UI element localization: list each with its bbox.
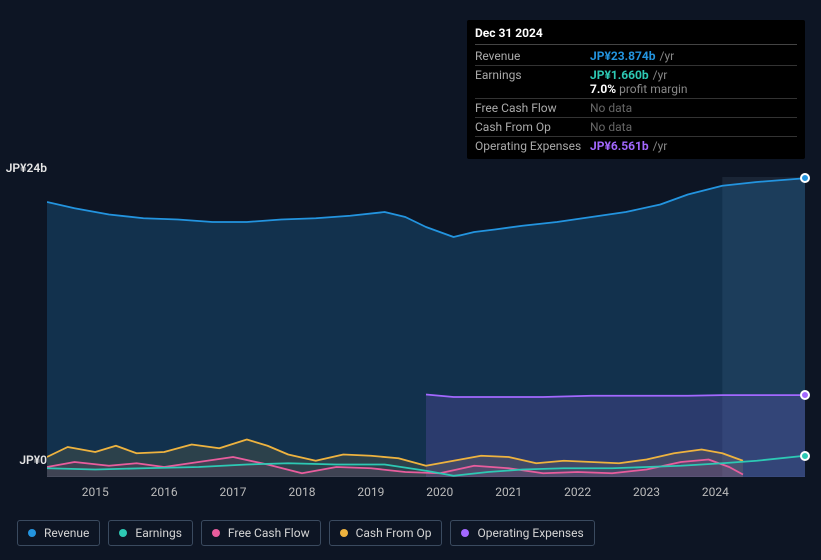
tooltip-value-suffix: /yr <box>660 49 675 63</box>
tooltip-sub-text: profit margin <box>619 82 687 96</box>
tooltip-row: Free Cash FlowNo data <box>475 99 797 118</box>
series-end-marker-opex <box>800 390 810 400</box>
legend-item-label: Revenue <box>44 526 89 540</box>
tooltip-row: RevenueJP¥23.874b/yr <box>475 47 797 66</box>
legend-item-label: Operating Expenses <box>477 526 583 540</box>
tooltip-value-suffix: /yr <box>653 68 668 82</box>
legend-dot-icon <box>340 529 348 537</box>
tooltip-value-suffix: /yr <box>653 139 668 153</box>
chart-legend: Revenue Earnings Free Cash Flow Cash From O… <box>17 520 595 546</box>
financial-chart[interactable]: JP¥24b JP¥0 2015201620172018201920202021… <box>17 155 807 515</box>
tooltip-date: Dec 31 2024 <box>475 26 797 45</box>
tooltip-row: EarningsJP¥1.660b/yr7.0% profit margin <box>475 66 797 99</box>
legend-dot-icon <box>119 529 127 537</box>
tooltip-row-label: Cash From Op <box>475 120 590 134</box>
legend-dot-icon <box>212 529 220 537</box>
legend-item-cash_from_op[interactable]: Cash From Op <box>329 520 443 546</box>
legend-dot-icon <box>461 529 469 537</box>
x-axis-tick-label: 2018 <box>288 485 315 499</box>
tooltip-row-value: JP¥23.874b/yr <box>590 49 674 63</box>
tooltip-row: Operating ExpensesJP¥6.561b/yr <box>475 137 797 155</box>
x-axis-tick-label: 2021 <box>495 485 522 499</box>
legend-item-opex[interactable]: Operating Expenses <box>450 520 594 546</box>
tooltip-row: Cash From OpNo data <box>475 118 797 137</box>
tooltip-value-number: JP¥6.561b <box>590 139 649 153</box>
tooltip-sub-row: 7.0% profit margin <box>590 82 687 96</box>
tooltip-sub-percent: 7.0% <box>590 82 619 96</box>
legend-item-earnings[interactable]: Earnings <box>108 520 193 546</box>
legend-item-label: Free Cash Flow <box>228 526 310 540</box>
legend-dot-icon <box>28 529 36 537</box>
tooltip-row-value: JP¥6.561b/yr <box>590 139 667 153</box>
y-axis-label-max: JP¥24b <box>6 161 47 175</box>
series-end-marker-revenue <box>800 173 810 183</box>
y-axis-label-min: JP¥0 <box>19 453 47 467</box>
tooltip-value-number: JP¥1.660b <box>590 68 649 82</box>
tooltip-row-value: No data <box>590 101 632 115</box>
chart-plot-area[interactable] <box>47 177 805 477</box>
x-axis-tick-label: 2016 <box>151 485 178 499</box>
series-end-marker-earnings <box>800 451 810 461</box>
data-tooltip: Dec 31 2024 RevenueJP¥23.874b/yrEarnings… <box>467 20 805 159</box>
x-axis-tick-label: 2020 <box>426 485 453 499</box>
legend-item-revenue[interactable]: Revenue <box>17 520 100 546</box>
legend-item-fcf[interactable]: Free Cash Flow <box>201 520 321 546</box>
tooltip-row-label: Free Cash Flow <box>475 101 590 115</box>
x-axis-tick-label: 2024 <box>702 485 729 499</box>
tooltip-row-label: Operating Expenses <box>475 139 590 153</box>
tooltip-value-number: JP¥23.874b <box>590 49 656 63</box>
tooltip-row-value: No data <box>590 120 632 134</box>
x-axis-tick-label: 2022 <box>564 485 591 499</box>
x-axis-tick-label: 2015 <box>82 485 109 499</box>
x-axis-tick-label: 2023 <box>633 485 660 499</box>
tooltip-row-label: Revenue <box>475 49 590 63</box>
tooltip-rows: RevenueJP¥23.874b/yrEarningsJP¥1.660b/yr… <box>475 47 797 155</box>
x-axis-tick-label: 2019 <box>357 485 384 499</box>
tooltip-nodata: No data <box>590 120 632 134</box>
tooltip-row-label: Earnings <box>475 68 590 96</box>
legend-item-label: Cash From Op <box>356 526 432 540</box>
legend-item-label: Earnings <box>135 526 182 540</box>
tooltip-row-value: JP¥1.660b/yr7.0% profit margin <box>590 68 687 96</box>
tooltip-nodata: No data <box>590 101 632 115</box>
x-axis-tick-label: 2017 <box>220 485 247 499</box>
